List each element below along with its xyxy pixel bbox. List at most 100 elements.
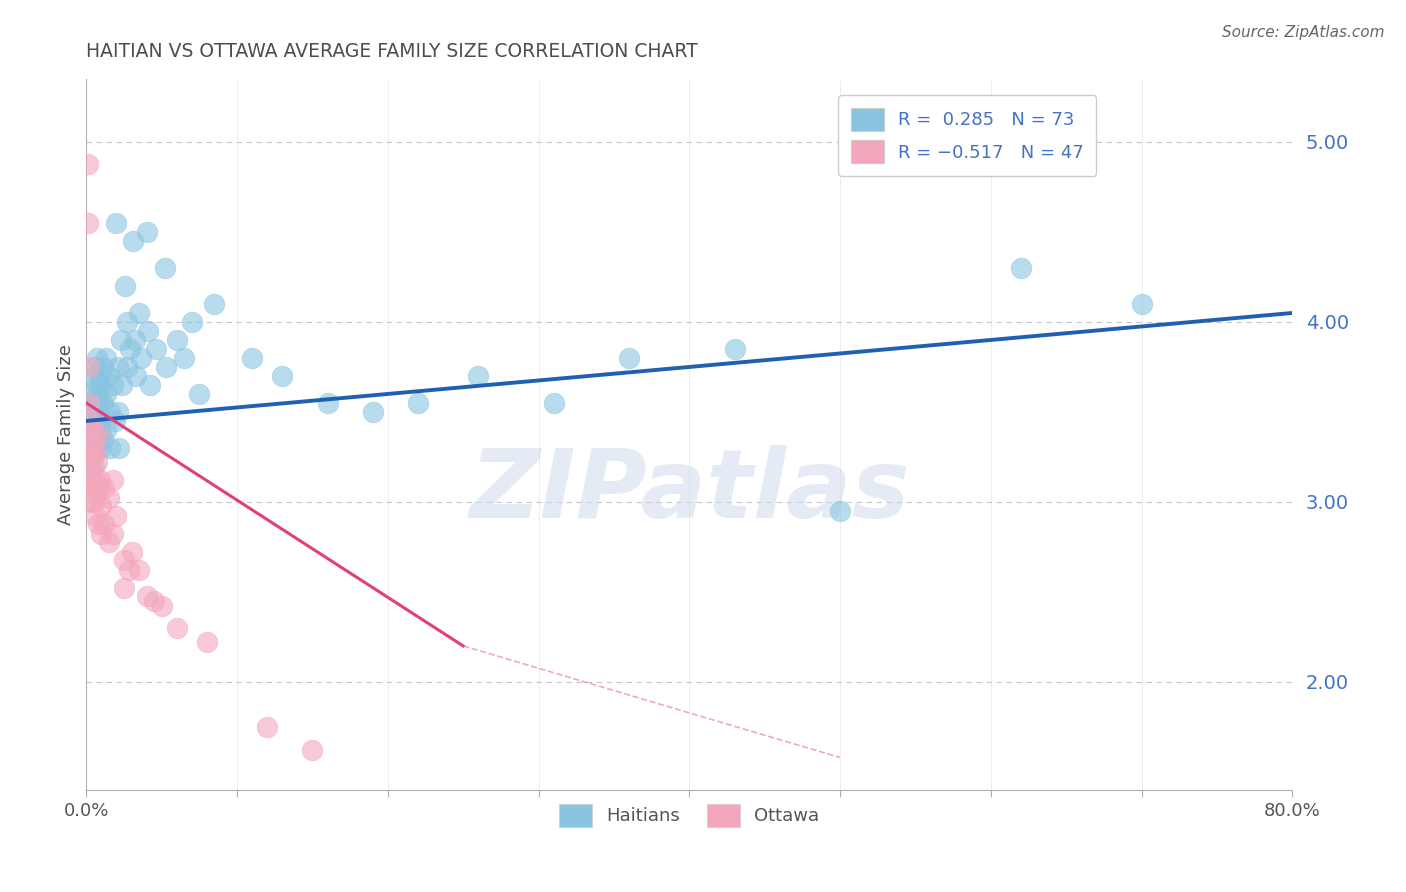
Point	[80, 441, 103, 455]
Point	[100, 441, 122, 455]
Point	[361, 405, 384, 419]
Point	[93, 481, 115, 495]
Point	[94, 423, 117, 437]
Point	[89, 396, 111, 410]
Point	[91, 359, 114, 374]
Point	[118, 342, 141, 356]
Point	[166, 333, 188, 347]
Point	[180, 315, 202, 329]
Point	[114, 279, 136, 293]
Point	[97, 491, 120, 506]
Text: ZIPatlas: ZIPatlas	[470, 445, 910, 538]
Point	[76, 216, 98, 230]
Point	[467, 368, 489, 383]
Point	[79, 396, 101, 410]
Point	[121, 545, 143, 559]
Point	[108, 441, 131, 455]
Point	[271, 368, 294, 383]
Point	[87, 426, 110, 441]
Point	[84, 396, 107, 410]
Legend: Haitians, Ottawa: Haitians, Ottawa	[553, 797, 827, 834]
Y-axis label: Average Family Size: Average Family Size	[58, 344, 75, 524]
Point	[125, 368, 148, 383]
Point	[87, 516, 110, 531]
Point	[90, 414, 112, 428]
Point	[105, 216, 128, 230]
Point	[87, 405, 110, 419]
Point	[79, 396, 101, 410]
Point	[195, 635, 218, 649]
Point	[406, 396, 429, 410]
Point	[104, 414, 127, 428]
Point	[83, 467, 105, 482]
Point	[93, 516, 115, 531]
Point	[94, 387, 117, 401]
Point	[90, 378, 112, 392]
Point	[188, 387, 211, 401]
Point	[83, 495, 105, 509]
Point	[1010, 260, 1032, 275]
Point	[86, 351, 108, 365]
Point	[103, 527, 125, 541]
Point	[1130, 297, 1153, 311]
Point	[87, 387, 110, 401]
Point	[87, 481, 110, 495]
Point	[110, 333, 132, 347]
Point	[84, 441, 107, 455]
Point	[83, 405, 105, 419]
Point	[136, 324, 159, 338]
Point	[82, 426, 104, 441]
Point	[112, 552, 135, 566]
Point	[240, 351, 263, 365]
Point	[79, 359, 101, 374]
Point	[111, 378, 134, 392]
Point	[76, 156, 98, 170]
Point	[82, 450, 104, 464]
Point	[90, 499, 112, 513]
Point	[80, 477, 103, 491]
Point	[103, 378, 125, 392]
Point	[82, 432, 104, 446]
Point	[105, 509, 128, 524]
Point	[112, 582, 135, 596]
Point	[89, 474, 111, 488]
Point	[90, 527, 112, 541]
Point	[91, 396, 114, 410]
Point	[79, 423, 101, 437]
Point	[117, 563, 139, 577]
Point	[80, 414, 103, 428]
Point	[83, 458, 105, 473]
Point	[143, 594, 166, 608]
Point	[107, 359, 129, 374]
Point	[84, 477, 107, 491]
Point	[830, 504, 852, 518]
Point	[204, 297, 226, 311]
Point	[83, 437, 105, 451]
Point	[90, 441, 112, 455]
Point	[86, 455, 108, 469]
Point	[135, 225, 157, 239]
Point	[83, 368, 105, 383]
Point	[89, 423, 111, 437]
Point	[128, 306, 150, 320]
Point	[138, 378, 160, 392]
Point	[135, 589, 157, 603]
Point	[97, 534, 120, 549]
Point	[86, 378, 108, 392]
Point	[86, 414, 108, 428]
Text: Source: ZipAtlas.com: Source: ZipAtlas.com	[1222, 25, 1385, 40]
Point	[89, 368, 111, 383]
Point	[82, 495, 104, 509]
Point	[103, 474, 125, 488]
Point	[84, 359, 107, 374]
Point	[301, 743, 323, 757]
Point	[94, 351, 117, 365]
Point	[115, 359, 138, 374]
Text: HAITIAN VS OTTAWA AVERAGE FAMILY SIZE CORRELATION CHART: HAITIAN VS OTTAWA AVERAGE FAMILY SIZE CO…	[86, 42, 697, 61]
Point	[166, 621, 188, 635]
Point	[173, 351, 195, 365]
Point	[84, 444, 107, 458]
Point	[129, 351, 152, 365]
Point	[100, 405, 122, 419]
Point	[155, 359, 177, 374]
